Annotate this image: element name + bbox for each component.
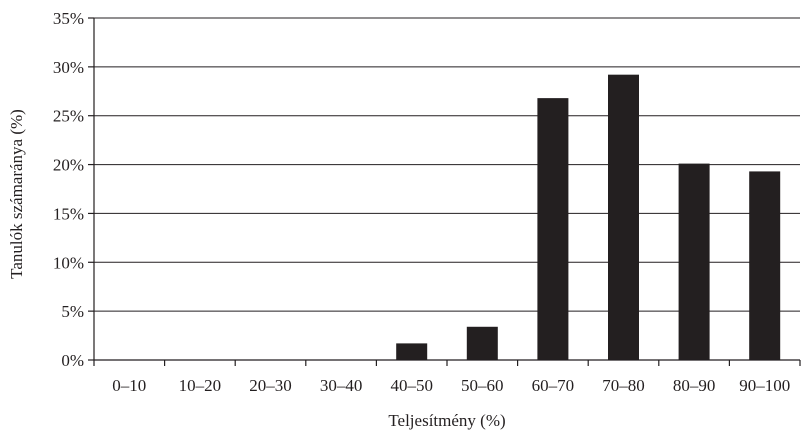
bar-50–60 xyxy=(466,326,498,360)
x-tick-label: 20–30 xyxy=(249,376,292,395)
x-tick-label: 10–20 xyxy=(179,376,222,395)
y-axis-title: Tanulók számaránya (%) xyxy=(7,109,26,279)
x-tick-label: 40–50 xyxy=(390,376,433,395)
bar-80–90 xyxy=(678,163,710,360)
x-tick-label: 0–10 xyxy=(112,376,146,395)
y-tick-label: 35% xyxy=(53,9,84,28)
y-tick-label: 5% xyxy=(61,302,84,321)
x-tick-label: 50–60 xyxy=(461,376,504,395)
bar-60–70 xyxy=(537,98,569,360)
x-tick-label: 90–100 xyxy=(739,376,790,395)
y-tick-label: 15% xyxy=(53,204,84,223)
y-tick-label: 0% xyxy=(61,351,84,370)
y-tick-labels: 0% 5% 10% 15% 20% 25% 30% 35% xyxy=(53,9,84,370)
x-tick-label: 60–70 xyxy=(532,376,575,395)
x-tick-label: 30–40 xyxy=(320,376,363,395)
bar-40–50 xyxy=(396,343,428,360)
y-tick-label: 10% xyxy=(53,253,84,272)
gridlines xyxy=(88,17,800,361)
bars xyxy=(396,74,781,360)
y-tick-label: 25% xyxy=(53,107,84,126)
bar-90–100 xyxy=(749,171,781,360)
x-axis-title: Teljesítmény (%) xyxy=(388,411,505,430)
bar-70–80 xyxy=(608,74,639,360)
y-tick-label: 30% xyxy=(53,58,84,77)
x-tick-label: 70–80 xyxy=(602,376,645,395)
x-tick-labels: 0–10 10–20 20–30 30–40 40–50 50–60 60–70 70–80 8… xyxy=(93,360,801,395)
y-tick-label: 20% xyxy=(53,156,84,175)
x-tick-label: 80–90 xyxy=(673,376,716,395)
